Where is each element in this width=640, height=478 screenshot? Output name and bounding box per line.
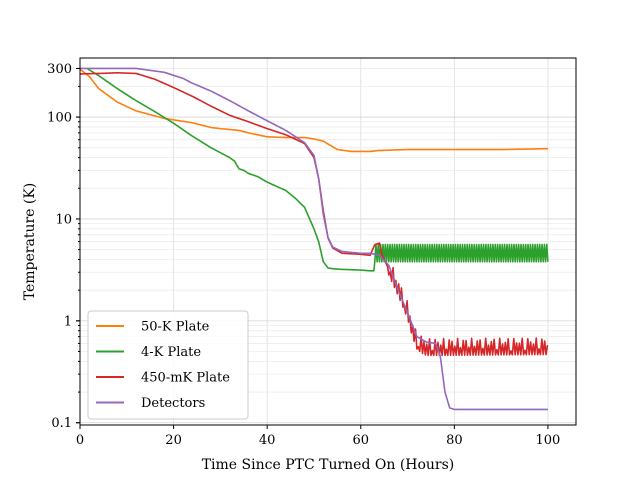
x-tick-label: 40 bbox=[259, 433, 276, 448]
series-line-50-k-plate bbox=[79, 68, 548, 153]
series-line-detectors bbox=[80, 67, 548, 411]
y-tick-label: 1 bbox=[64, 314, 72, 329]
legend: 50-K Plate 4-K Plate 450-mK Plate Detectors bbox=[87, 310, 249, 420]
x-tick-label: 80 bbox=[446, 433, 463, 448]
y-tick-label: 0.1 bbox=[51, 416, 72, 431]
y-axis-label: Temperature (K) bbox=[22, 183, 38, 301]
y-tick-label: 10 bbox=[55, 212, 72, 227]
x-axis-label: Time Since PTC Turned On (Hours) bbox=[202, 457, 455, 473]
x-tick-label: 100 bbox=[536, 433, 561, 448]
legend-label: 50-K Plate bbox=[141, 320, 210, 335]
axis-ticks: 0 20 40 60 80 100 0.1 1 10 100 300 bbox=[47, 62, 560, 448]
legend-label: Detectors bbox=[141, 396, 205, 411]
series-line-4-k-plate bbox=[86, 67, 549, 272]
y-tick-label: 100 bbox=[47, 111, 72, 126]
x-tick-label: 0 bbox=[76, 433, 84, 448]
y-tick-label: 300 bbox=[47, 62, 72, 77]
x-tick-label: 60 bbox=[352, 433, 369, 448]
legend-box bbox=[87, 310, 249, 420]
legend-label: 450-mK Plate bbox=[141, 371, 230, 386]
series-lines bbox=[79, 67, 549, 411]
x-tick-label: 20 bbox=[165, 433, 182, 448]
series-line-450-mk-plate bbox=[79, 72, 549, 357]
legend-label: 4-K Plate bbox=[141, 345, 201, 360]
